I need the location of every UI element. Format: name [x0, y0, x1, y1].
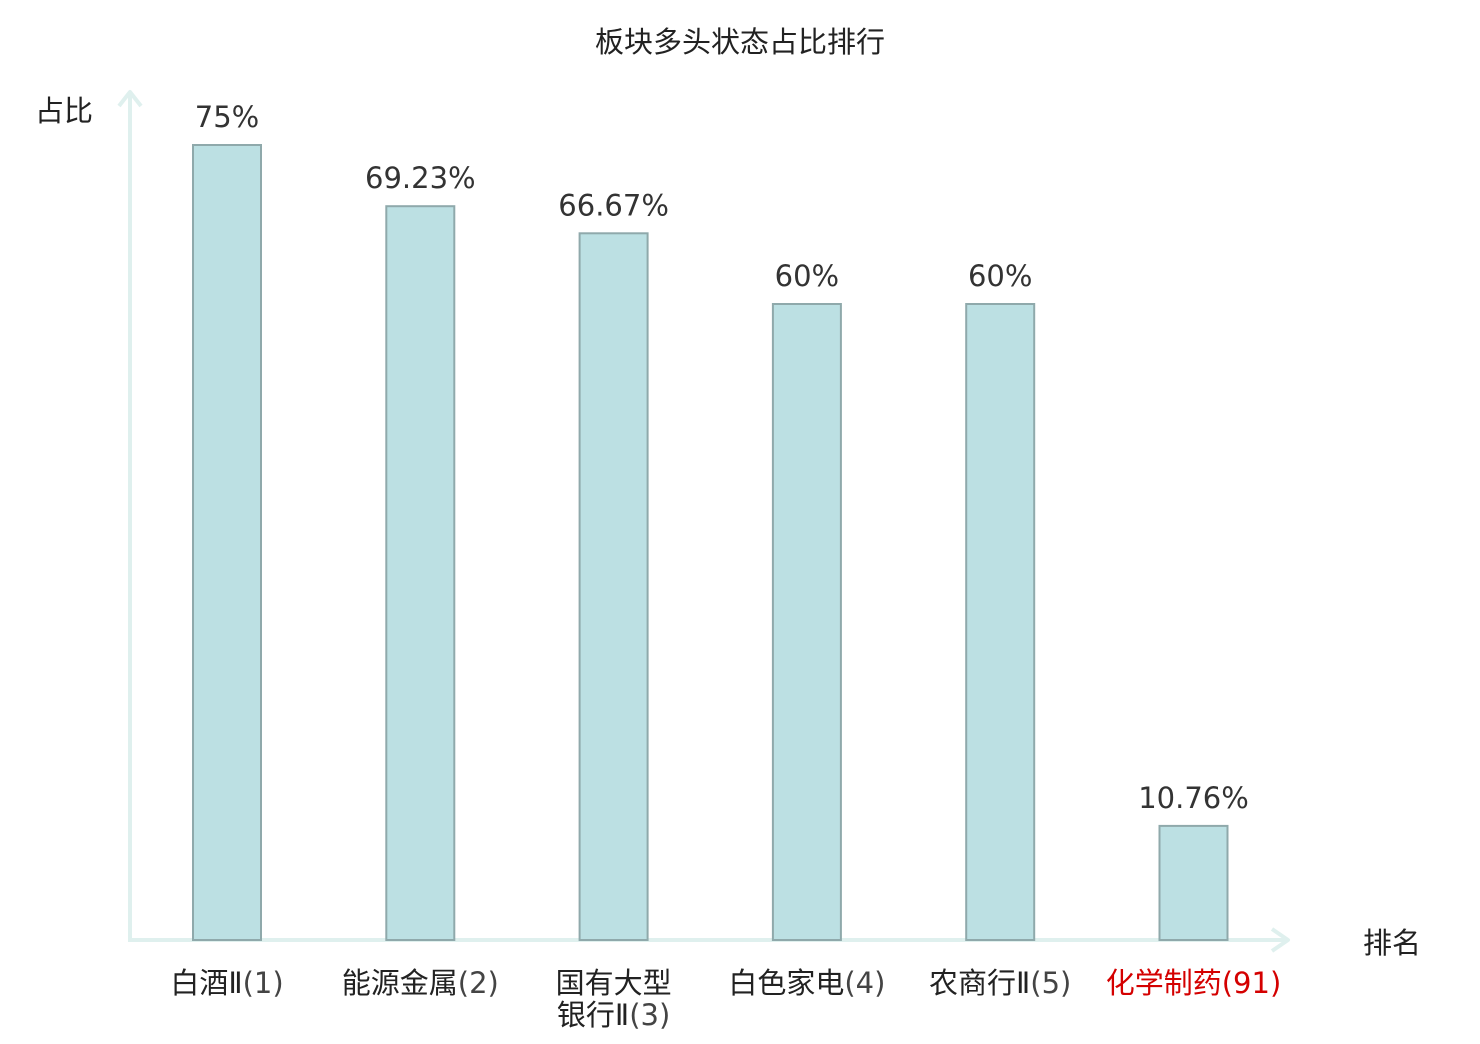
category-label: 农商行Ⅱ(5) [929, 966, 1071, 1000]
category-name: 银行Ⅱ [557, 998, 629, 1032]
bar [965, 303, 1036, 941]
value-label: 66.67% [558, 188, 669, 222]
value-labels: 75% 69.23% 66.67% 60% 60% 10.76% [195, 100, 1249, 815]
category-name: 白色家电 [728, 966, 844, 1000]
category-label: 银行Ⅱ(3) [557, 998, 670, 1032]
category-rank: (1) [243, 966, 284, 1000]
x-axis-arrow-icon [1270, 927, 1290, 953]
bar [1158, 824, 1229, 942]
x-axis [128, 927, 1290, 953]
value-label: 10.76% [1138, 781, 1249, 815]
y-axis-arrow-icon [117, 90, 143, 108]
chart-title: 板块多头状态占比排行 [595, 25, 885, 59]
category-name: 白酒Ⅱ [170, 966, 242, 1000]
category-rank: (5) [1030, 966, 1071, 1000]
category-label: 能源金属(2) [342, 966, 499, 1000]
bar-series [192, 144, 1229, 942]
category-name: 国有大型 [556, 966, 672, 1000]
category-rank: (91) [1222, 966, 1282, 1000]
bar [385, 205, 456, 941]
category-name: 能源金属 [342, 966, 458, 1000]
bar [192, 144, 262, 941]
bar [578, 232, 649, 942]
value-label: 69.23% [365, 161, 476, 195]
y-axis [117, 90, 143, 940]
category-label: 化学制药(91) [1106, 966, 1282, 1000]
value-label: 75% [195, 100, 259, 134]
x-axis-label: 排名 [1363, 926, 1421, 960]
y-axis-label: 占比 [35, 94, 93, 128]
category-rank: (3) [629, 998, 670, 1032]
category-label: 国有大型 [556, 966, 672, 1000]
category-name: 农商行Ⅱ [929, 966, 1030, 1000]
category-label: 白色家电(4) [728, 966, 885, 1000]
value-label: 60% [968, 259, 1032, 293]
category-rank: (2) [458, 966, 499, 1000]
category-rank: (4) [844, 966, 885, 1000]
category-label: 白酒Ⅱ(1) [170, 966, 283, 1000]
value-label: 60% [775, 259, 839, 293]
bar [771, 303, 842, 941]
category-name: 化学制药 [1106, 966, 1222, 1000]
